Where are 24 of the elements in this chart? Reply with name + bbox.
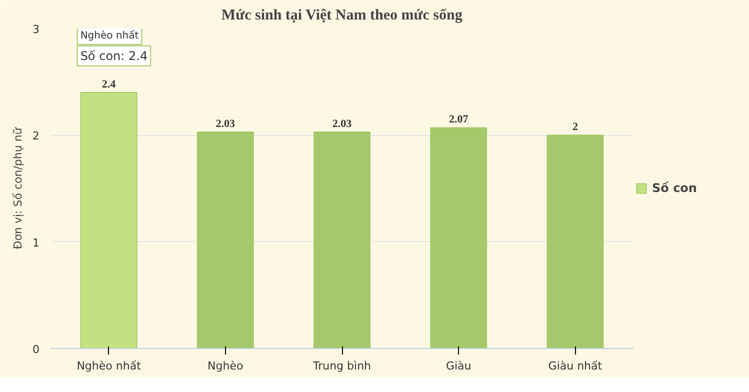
y-tick-label: 1 — [32, 236, 40, 250]
x-tick-label: Giàu — [446, 360, 472, 372]
data-label: 2.03 — [216, 118, 236, 130]
data-label: 2.4 — [102, 78, 116, 90]
bar — [546, 134, 604, 348]
y-tick-label: 3 — [32, 23, 40, 36]
annotation: Số con: 2.4 — [80, 48, 148, 63]
data-label: 2 — [572, 121, 578, 134]
bar — [196, 131, 254, 348]
annotation: Nghèo nhất — [80, 30, 139, 42]
bar — [80, 92, 138, 348]
data-label: 2.07 — [448, 114, 469, 126]
x-tick-label: Trung bình — [312, 360, 372, 372]
chart-title: Mức sinh tại Việt Nam theo mức sống — [221, 8, 463, 24]
x-tick-label: Nghèo nhất — [76, 360, 142, 372]
legend-label: Số con — [652, 181, 697, 195]
y-axis-title: Đơn vị: Số con/phụ nữ — [12, 126, 24, 250]
bar — [314, 131, 370, 348]
y-tick-label: 0 — [32, 343, 40, 356]
y-tick-label: 2 — [32, 130, 40, 143]
data-label: 2.03 — [332, 118, 352, 130]
bar — [430, 127, 488, 348]
x-tick-label: Giàu nhất — [548, 360, 603, 372]
x-tick-label: Nghèo — [208, 360, 244, 372]
